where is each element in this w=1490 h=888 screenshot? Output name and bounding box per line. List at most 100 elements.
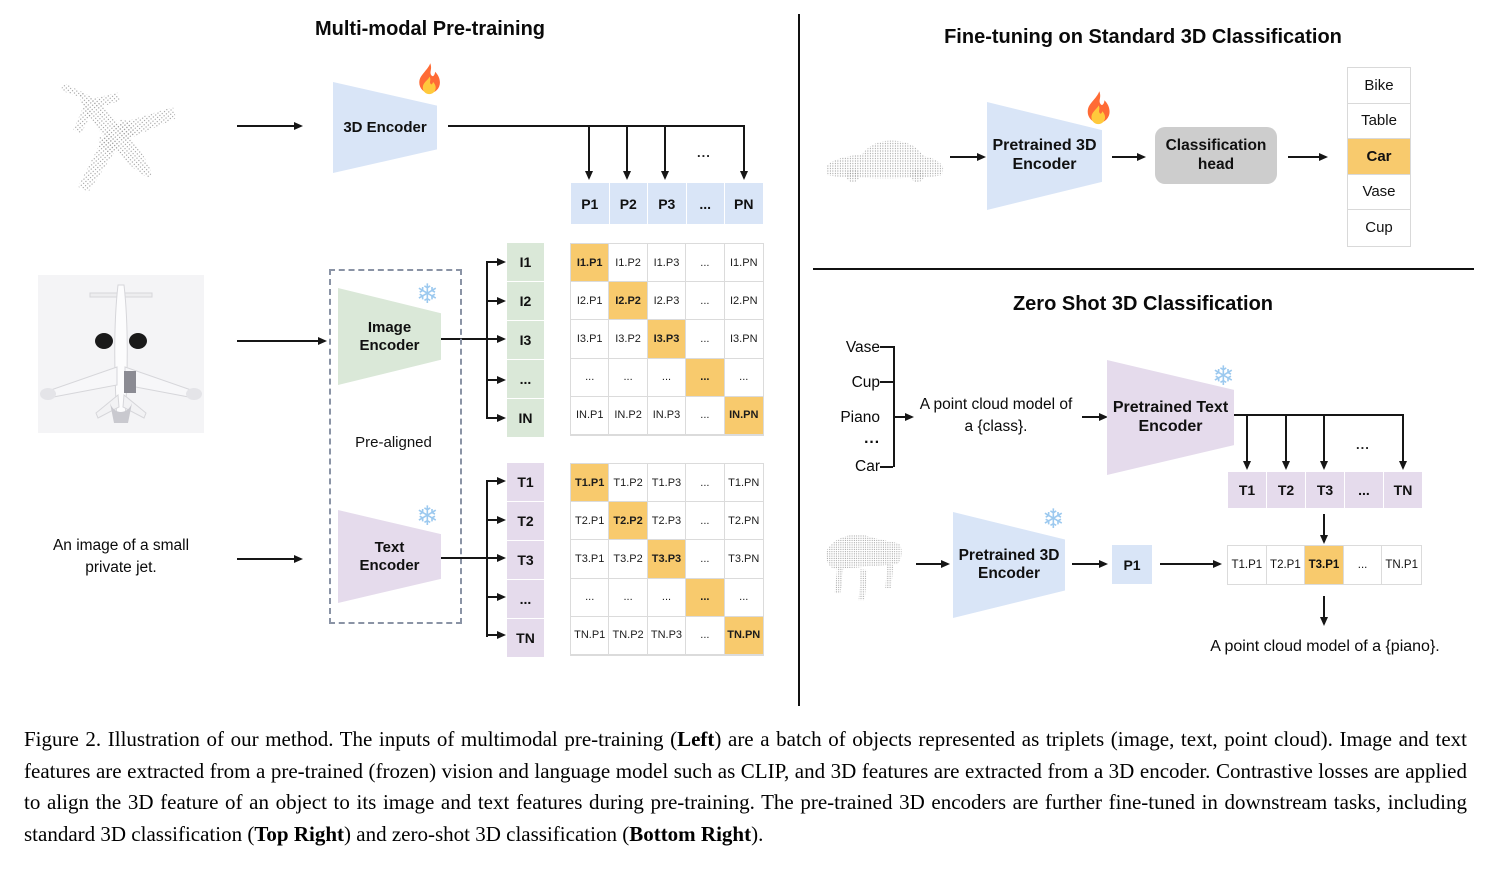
- matrix-cell: ...: [609, 358, 648, 397]
- matrix-cell: ...: [571, 358, 610, 397]
- arrow-to-i2: [486, 297, 506, 305]
- arrow-to-i-dots: [486, 376, 506, 384]
- matrix-cell: ...: [686, 396, 725, 435]
- matrix-cell: IN.P2: [609, 396, 648, 435]
- bracket-tick-car: [880, 466, 893, 468]
- classification-head-label: Classification head: [1165, 136, 1267, 173]
- class-cell: Car: [1348, 139, 1410, 175]
- prompt-text: A point cloud model of a {class}.: [912, 394, 1080, 439]
- zs-text-feature-cell: TN: [1384, 472, 1422, 508]
- matrix-cell: T2.PN: [724, 502, 763, 541]
- arrow-to-t3: [486, 554, 506, 562]
- matrix-cell: ...: [686, 464, 725, 503]
- matrix-cell: ...: [686, 540, 725, 579]
- figure-caption: Figure 2. Illustration of our method. Th…: [24, 724, 1467, 851]
- arrow-car-to-encoder: [950, 153, 986, 161]
- zs-branch-ellipsis: ...: [1356, 437, 1370, 452]
- arrow-classes-to-prompt: [893, 413, 914, 421]
- snowflake-icon: ❄: [416, 279, 439, 310]
- arrow-to-t2: [486, 516, 506, 524]
- zs-result-caption: A point cloud model of a {piano}.: [1210, 638, 1440, 655]
- arrow-image-to-encoder: [237, 337, 327, 345]
- snowflake-icon: ❄: [1042, 504, 1065, 535]
- finetune-class-list: Bike Table Car Vase Cup: [1347, 67, 1411, 247]
- matrix-cell: ...: [647, 578, 687, 617]
- arrow-encoder-to-p1: [1072, 560, 1108, 568]
- left-panel-title: Multi-modal Pre-training: [315, 18, 545, 40]
- snowflake-icon: ❄: [416, 501, 439, 532]
- image-feature-cell: IN: [507, 399, 544, 437]
- arrow-text-to-encoder: [237, 555, 303, 563]
- p-feature-cell: P2: [609, 183, 647, 224]
- zs-text-feature-cell: T3: [1306, 472, 1344, 508]
- text-point-similarity-matrix: T1.P1 T1.P2 T1.P3... T1.PN T2.P1 T2.P2 T2.P3..…: [570, 463, 764, 656]
- horizontal-divider: [813, 268, 1474, 270]
- p-feature-cell: P3: [648, 183, 686, 224]
- p-branch-ellipsis: ...: [697, 145, 711, 160]
- zeroshot-class: ...: [864, 430, 880, 447]
- arrow-to-p2: [623, 127, 631, 180]
- matrix-cell: I1.P3: [647, 244, 687, 283]
- arrow-to-i3: [486, 335, 506, 343]
- matrix-cell: ...: [609, 578, 648, 617]
- matrix-cell: I1.PN: [724, 244, 763, 283]
- matrix-cell: T1.PN: [724, 464, 763, 503]
- zs-arrow-to-t1: [1243, 416, 1251, 470]
- class-cell: Vase: [1348, 175, 1410, 210]
- arrow-to-t-dots: [486, 593, 506, 601]
- zs-text-feature-cell: T2: [1267, 472, 1305, 508]
- image-branch-line: [486, 262, 488, 419]
- matrix-cell: T2.P2: [609, 502, 648, 541]
- matrix-cell: ...: [686, 244, 725, 283]
- prompt-line1: A point cloud model of: [919, 396, 1073, 413]
- p-branch-line: [448, 125, 745, 127]
- pre-aligned-label: Pre-aligned: [355, 434, 432, 451]
- piano-point-cloud: [826, 534, 902, 601]
- matrix-cell: I3.P3: [647, 320, 687, 359]
- arrow-to-in: [486, 414, 506, 422]
- arrow-encoder-to-head: [1112, 153, 1146, 161]
- arrow-to-tn: [486, 631, 506, 639]
- arrow-p1-to-result: [1160, 560, 1222, 568]
- matrix-cell: TN.PN: [724, 616, 763, 655]
- zs-result-cell: T3.P1: [1305, 546, 1344, 584]
- zs-3d-encoder-label: Pretrained 3D Encoder: [958, 546, 1060, 582]
- arrow-trow-to-result: [1320, 514, 1328, 544]
- matrix-cell: T3.P1: [571, 540, 610, 579]
- matrix-cell: ...: [724, 359, 763, 397]
- image-point-similarity-matrix: I1.P1 I1.P2 I1.P3... I1.PN I2.P1 I2.P2 I2.P3..…: [570, 243, 764, 436]
- pretrained-text-encoder-label: Pretrained Text Encoder: [1112, 398, 1229, 435]
- p-feature-cell: P1: [571, 183, 609, 224]
- matrix-cell: I1.P2: [609, 244, 648, 283]
- caption-bold-segment: Top Right: [254, 822, 345, 847]
- caption-segment: Figure 2. Illustration of our method. Th…: [24, 727, 678, 751]
- matrix-cell: ...: [686, 578, 725, 617]
- zs-result-cell: ...: [1344, 546, 1383, 584]
- airplane-point-cloud: [60, 83, 177, 192]
- 3d-encoder-label: 3D Encoder: [343, 118, 427, 136]
- arrow-piano-to-encoder: [916, 560, 950, 568]
- vertical-divider: [798, 14, 800, 706]
- zs-arrow-to-t3: [1320, 416, 1328, 470]
- zs-text-feature-cell: ...: [1345, 472, 1383, 508]
- matrix-cell: T1.P3: [647, 464, 687, 503]
- matrix-cell: ...: [686, 616, 725, 655]
- arrow-to-pn: [740, 127, 748, 180]
- text-encoder-label: Text Encoder: [359, 538, 420, 574]
- caption-segment: ) and zero-shot 3D classification (: [344, 822, 630, 847]
- text-feature-cell: T1: [507, 463, 544, 501]
- zeroshot-class: Car: [855, 458, 880, 475]
- matrix-cell: ...: [686, 320, 725, 359]
- matrix-cell: IN.P1: [571, 396, 610, 435]
- zeroshot-class: Piano: [840, 409, 880, 426]
- matrix-cell: ...: [647, 358, 687, 397]
- input-text-line2: private jet.: [85, 559, 157, 577]
- zs-arrow-to-t2: [1282, 416, 1290, 470]
- zs-text-feature-row: T1 T2 T3... TN: [1228, 472, 1422, 508]
- zeroshot-panel-title: Zero Shot 3D Classification: [1012, 293, 1274, 315]
- zs-result-row: T1.P1 T2.P1 T3.P1... TN.P1: [1227, 545, 1422, 585]
- zs-t-branch-line: [1234, 414, 1404, 416]
- matrix-cell: TN.P1: [571, 616, 610, 655]
- matrix-cell: TN.P3: [647, 616, 687, 655]
- arrow-to-p3: [661, 127, 669, 180]
